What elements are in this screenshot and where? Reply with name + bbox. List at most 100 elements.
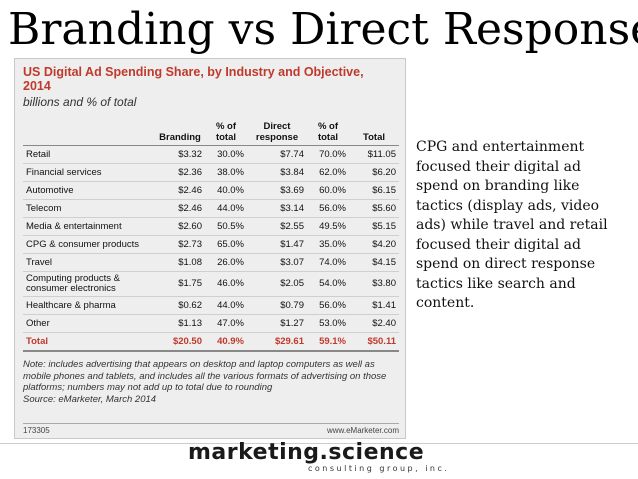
branding-value: $2.46 [155,181,205,200]
direct-value: $3.69 [247,181,307,200]
figure-title: US Digital Ad Spending Share, by Industr… [23,65,364,93]
direct-value: $7.74 [247,145,307,164]
branding-pct: 46.0% [205,271,247,297]
figure-subtitle: billions and % of total [23,95,137,109]
direct-pct: 53.0% [307,314,349,333]
industry-label: Automotive [23,181,155,200]
table-row: CPG & consumer products $2.73 65.0% $1.4… [23,235,399,254]
direct-value: $0.79 [247,296,307,315]
slide-title: Branding vs Direct Response [8,4,638,55]
direct-value: $2.05 [247,271,307,297]
branding-value: $2.73 [155,235,205,254]
industry-label: Financial services [23,163,155,182]
table-row: Media & entertainment $2.60 50.5% $2.55 … [23,217,399,236]
table-header-row: Branding % of total Direct response % of… [23,121,399,146]
total-value: $4.15 [349,253,399,272]
column-header: Total [349,121,399,146]
total-value: $5.15 [349,217,399,236]
direct-pct: 35.0% [307,235,349,254]
ad-spend-table: Branding % of total Direct response % of… [23,121,399,352]
direct-pct: 49.5% [307,217,349,236]
total-value: $2.40 [349,314,399,333]
direct-pct: 62.0% [307,163,349,182]
table-row: Computing products & consumer electronic… [23,271,399,297]
commentary-text: CPG and entertainment focused their digi… [416,139,608,311]
table-row: Healthcare & pharma $0.62 44.0% $0.79 56… [23,296,399,315]
industry-label: Healthcare & pharma [23,296,155,315]
direct-value: $29.61 [247,332,307,352]
table-row: Travel $1.08 26.0% $3.07 74.0% $4.15 [23,253,399,272]
branding-value: $20.50 [155,332,205,352]
branding-pct: 38.0% [205,163,247,182]
direct-value: $3.07 [247,253,307,272]
branding-value: $1.08 [155,253,205,272]
industry-label: Telecom [23,199,155,218]
direct-value: $2.55 [247,217,307,236]
direct-value: $3.14 [247,199,307,218]
total-value: $5.60 [349,199,399,218]
industry-label: Travel [23,253,155,272]
table-row: Telecom $2.46 44.0% $3.14 56.0% $5.60 [23,199,399,218]
direct-pct: 70.0% [307,145,349,164]
source-site: www.eMarketer.com [326,426,399,435]
direct-pct: 56.0% [307,296,349,315]
table-row: Financial services $2.36 38.0% $3.84 62.… [23,163,399,182]
column-header: Direct response [247,121,307,146]
direct-pct: 56.0% [307,199,349,218]
industry-label: CPG & consumer products [23,235,155,254]
table-row: Retail $3.32 30.0% $7.74 70.0% $11.05 [23,145,399,164]
branding-pct: 65.0% [205,235,247,254]
total-label: Total [23,332,155,352]
branding-pct: 30.0% [205,145,247,164]
table-row: Other $1.13 47.0% $1.27 53.0% $2.40 [23,314,399,333]
brand-logo: marketing.science consulting group, inc. [188,440,488,473]
total-value: $1.41 [349,296,399,315]
branding-pct: 50.5% [205,217,247,236]
figure-footer: 173305 www.eMarketer.com [23,423,399,435]
branding-pct: 40.9% [205,332,247,352]
direct-pct: 59.1% [307,332,349,352]
direct-value: $3.84 [247,163,307,182]
branding-value: $2.36 [155,163,205,182]
branding-value: $2.60 [155,217,205,236]
branding-pct: 44.0% [205,296,247,315]
industry-label: Computing products & consumer electronic… [23,271,155,297]
branding-pct: 47.0% [205,314,247,333]
direct-pct: 60.0% [307,181,349,200]
total-row: Total $20.50 40.9% $29.61 59.1% $50.11 [23,332,399,352]
direct-value: $1.47 [247,235,307,254]
column-header: % of total [205,121,247,146]
total-value: $4.20 [349,235,399,254]
total-value: $3.80 [349,271,399,297]
branding-pct: 44.0% [205,199,247,218]
direct-value: $1.27 [247,314,307,333]
column-header [23,121,155,146]
figure-note: Note: includes advertising that appears … [23,359,399,405]
note-text: Note: includes advertising that appears … [23,359,387,393]
industry-label: Other [23,314,155,333]
total-value: $6.20 [349,163,399,182]
total-value: $6.15 [349,181,399,200]
branding-value: $2.46 [155,199,205,218]
total-value: $50.11 [349,332,399,352]
branding-value: $0.62 [155,296,205,315]
branding-value: $1.13 [155,314,205,333]
direct-pct: 54.0% [307,271,349,297]
source-text: Source: eMarketer, March 2014 [23,393,157,405]
branding-value: $1.75 [155,271,205,297]
branding-pct: 40.0% [205,181,247,200]
branding-pct: 26.0% [205,253,247,272]
figure-id: 173305 [23,426,50,435]
emarketer-figure: US Digital Ad Spending Share, by Industr… [14,58,406,439]
column-header: Branding [155,121,205,146]
table-row: Automotive $2.46 40.0% $3.69 60.0% $6.15 [23,181,399,200]
industry-label: Media & entertainment [23,217,155,236]
industry-label: Retail [23,145,155,164]
brand-tagline: consulting group, inc. [308,464,450,473]
total-value: $11.05 [349,145,399,164]
direct-pct: 74.0% [307,253,349,272]
column-header: % of total [307,121,349,146]
branding-value: $3.32 [155,145,205,164]
footer-divider [0,443,638,444]
brand-name: marketing.science [188,440,425,465]
